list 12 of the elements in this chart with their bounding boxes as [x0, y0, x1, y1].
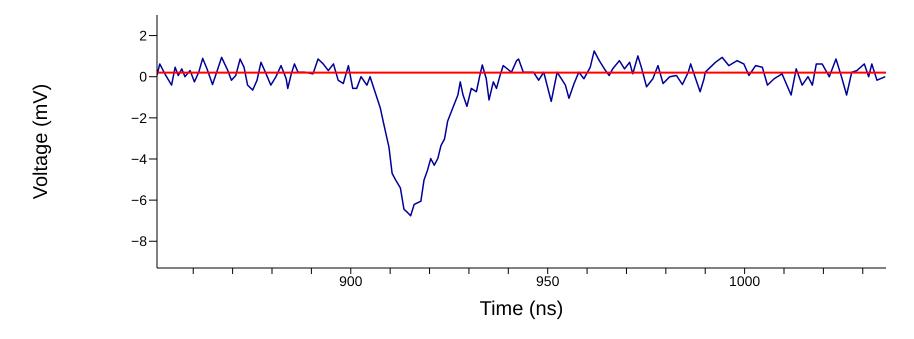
y-tick-label: −6 — [131, 192, 148, 208]
x-tick-label: 900 — [339, 272, 363, 289]
y-axis-title: Voltage (mV) — [30, 84, 52, 200]
x-tick-label: 950 — [536, 272, 560, 289]
y-tick-label: −8 — [131, 233, 148, 250]
y-tick-label: 0 — [139, 68, 148, 85]
x-axis-title: Time (ns) — [480, 298, 564, 320]
y-tick-label: 2 — [139, 28, 148, 44]
x-tick-label: 1000 — [729, 272, 760, 289]
y-tick-label: −4 — [131, 150, 148, 167]
y-tick-label: −2 — [131, 110, 148, 126]
line-series — [157, 50, 886, 217]
